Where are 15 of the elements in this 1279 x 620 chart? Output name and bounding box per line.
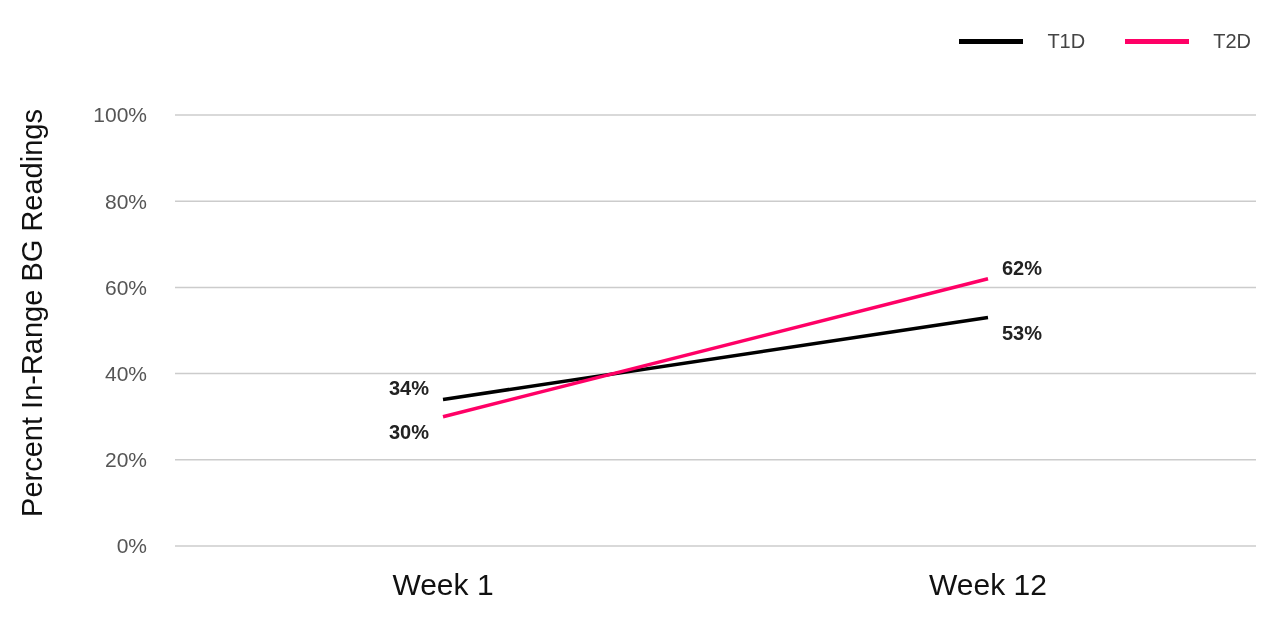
y-tick-label: 0% bbox=[116, 534, 147, 558]
x-tick-label: Week 1 bbox=[392, 568, 494, 602]
data-label: 34% bbox=[388, 377, 430, 400]
y-tick-label: 60% bbox=[104, 275, 147, 299]
y-tick-label: 100% bbox=[93, 103, 147, 127]
data-label: 30% bbox=[388, 420, 430, 443]
data-label: 62% bbox=[1002, 256, 1043, 279]
legend-label: T2D bbox=[1213, 30, 1251, 53]
y-tick-label: 20% bbox=[104, 448, 147, 472]
x-tick-label: Week 12 bbox=[929, 568, 1047, 602]
data-label: 53% bbox=[1002, 321, 1043, 344]
y-tick-label: 80% bbox=[104, 189, 147, 213]
legend-label: T1D bbox=[1047, 30, 1086, 53]
y-axis-title: Percent In-Range BG Readings bbox=[16, 109, 49, 517]
y-tick-label: 40% bbox=[104, 362, 147, 386]
